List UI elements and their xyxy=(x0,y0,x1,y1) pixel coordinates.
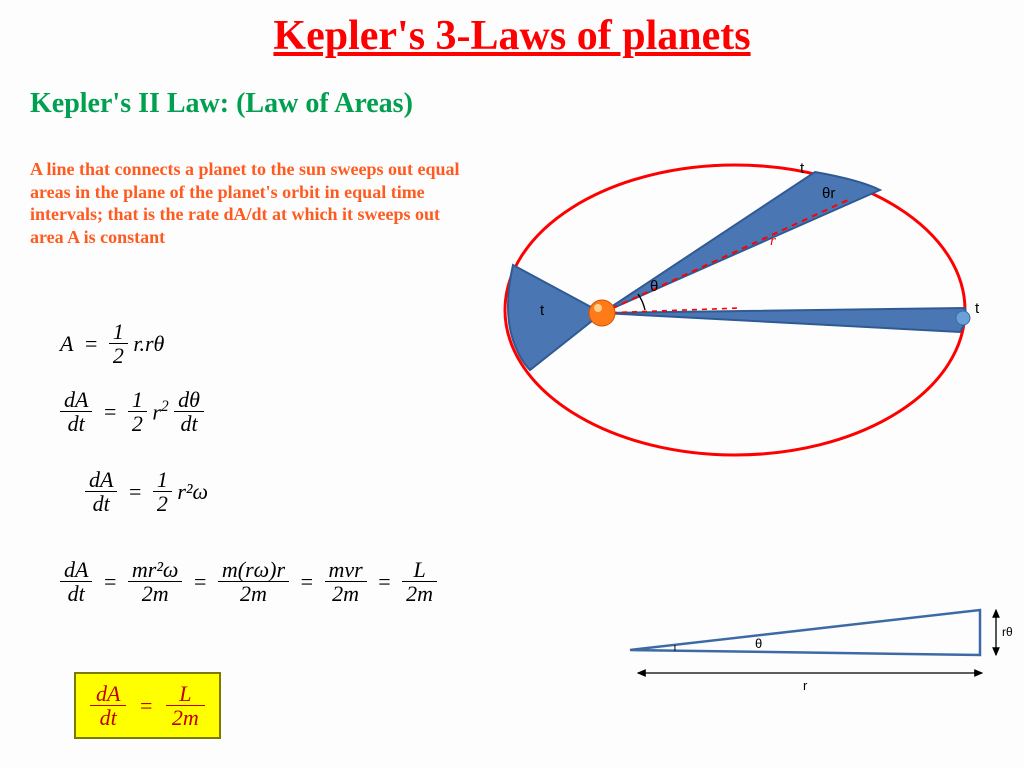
orbit-label-theta-r: θr xyxy=(822,185,835,202)
orbit-label-t-left: t xyxy=(540,302,544,319)
orbit-label-theta: θ xyxy=(650,278,658,295)
law-description: A line that connects a planet to the sun… xyxy=(30,158,470,248)
equation-3: dAdt = 12 r²ω xyxy=(85,468,208,515)
orbit-diagram xyxy=(480,140,1000,500)
orbit-label-t-right: t xyxy=(975,300,979,317)
equation-2: dAdt = 12 r2 dθdt xyxy=(60,388,204,435)
equation-1: A = 12 r.rθ xyxy=(60,320,164,367)
triangle-diagram xyxy=(620,555,1020,715)
page-title: Kepler's 3-Laws of planets xyxy=(0,12,1024,60)
boxed-equation: dAdt = L2m xyxy=(74,672,221,739)
equation-4: dAdt = mr²ω2m = m(rω)r2m = mvr2m = L2m xyxy=(60,558,437,605)
tri-label-r: r xyxy=(803,678,807,693)
orbit-label-r: r xyxy=(770,233,776,250)
tri-label-rtheta: rθ xyxy=(1002,625,1013,639)
tri-label-theta: θ xyxy=(755,636,762,651)
section-subtitle: Kepler's II Law: (Law of Areas) xyxy=(30,88,413,120)
orbit-label-t-top: t xyxy=(800,160,804,177)
